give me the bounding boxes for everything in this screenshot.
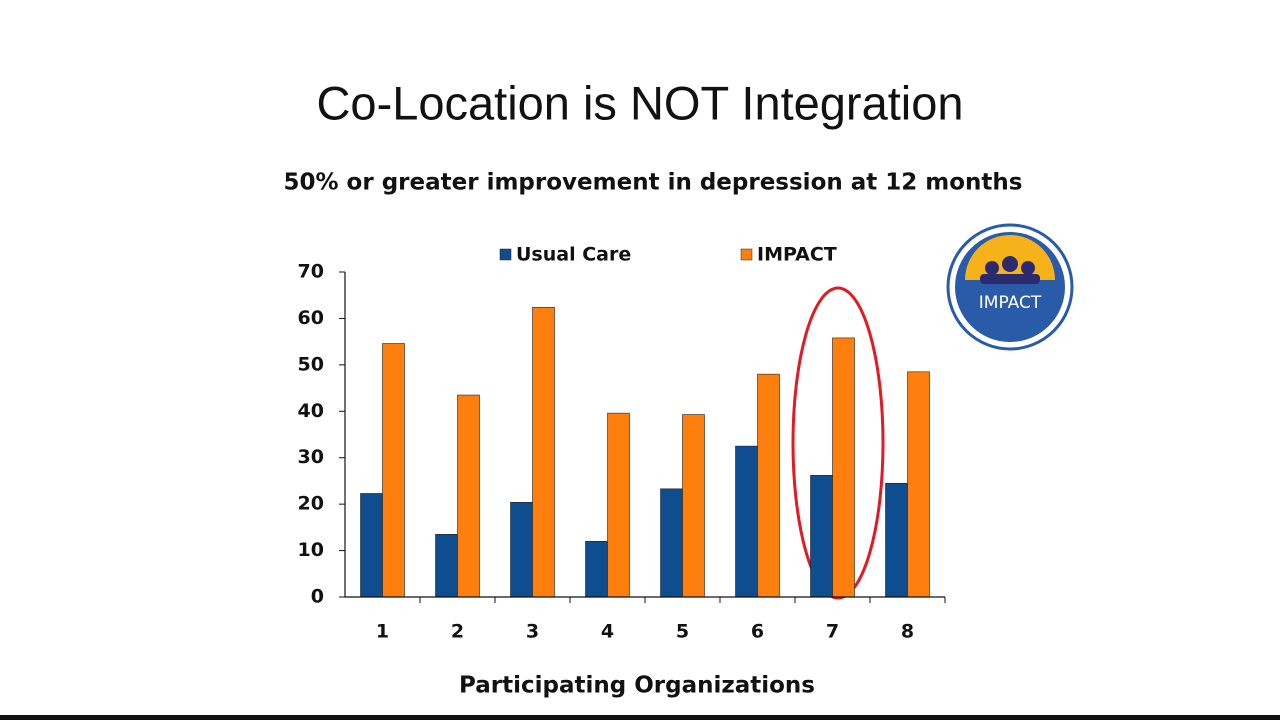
x-axis-label: Participating Organizations [459, 673, 815, 699]
highlight-ellipse [791, 286, 885, 600]
bar [660, 488, 683, 598]
bar [435, 534, 458, 598]
logo-figures [980, 274, 1040, 284]
bar [607, 412, 630, 598]
bar [735, 445, 758, 598]
legend-swatch [499, 248, 512, 261]
y-tick-label: 40 [298, 400, 324, 422]
bar [457, 394, 480, 598]
x-tick-label: 5 [676, 621, 689, 643]
bar [810, 475, 833, 598]
bar [585, 540, 608, 598]
legend-label: Usual Care [516, 244, 631, 266]
bar [832, 337, 855, 598]
bar [532, 306, 555, 598]
y-tick-label: 30 [298, 446, 324, 468]
legend-label: IMPACT [757, 244, 837, 266]
logo-figure [1002, 256, 1018, 272]
logo-figure [1021, 261, 1035, 275]
x-tick-label: 7 [826, 621, 839, 643]
bar [682, 414, 705, 598]
y-tick-label: 20 [298, 493, 324, 515]
bar [382, 343, 405, 598]
slide-title: Co-Location is NOT Integration [316, 76, 963, 129]
y-tick-label: 60 [298, 307, 324, 329]
bottom-bar [0, 715, 1280, 720]
x-tick-label: 1 [376, 621, 389, 643]
logo: IMPACT [946, 223, 1074, 351]
y-tick-label: 70 [298, 261, 324, 283]
logo-text: IMPACT [979, 293, 1042, 313]
bar [885, 482, 908, 598]
x-tick-label: 2 [451, 621, 464, 643]
bar [757, 373, 780, 598]
y-tick-label: 50 [298, 353, 324, 375]
y-tick-label: 10 [298, 539, 324, 561]
chart-subtitle: 50% or greater improvement in depression… [284, 170, 1023, 196]
bar [907, 371, 930, 598]
x-tick-label: 4 [601, 621, 614, 643]
x-tick-label: 3 [526, 621, 539, 643]
logo-figure [985, 261, 999, 275]
bar [510, 501, 533, 598]
x-tick-label: 6 [751, 621, 764, 643]
legend-swatch [740, 248, 753, 261]
y-tick-label: 0 [311, 586, 324, 608]
x-tick-label: 8 [901, 621, 914, 643]
bar [360, 493, 383, 598]
